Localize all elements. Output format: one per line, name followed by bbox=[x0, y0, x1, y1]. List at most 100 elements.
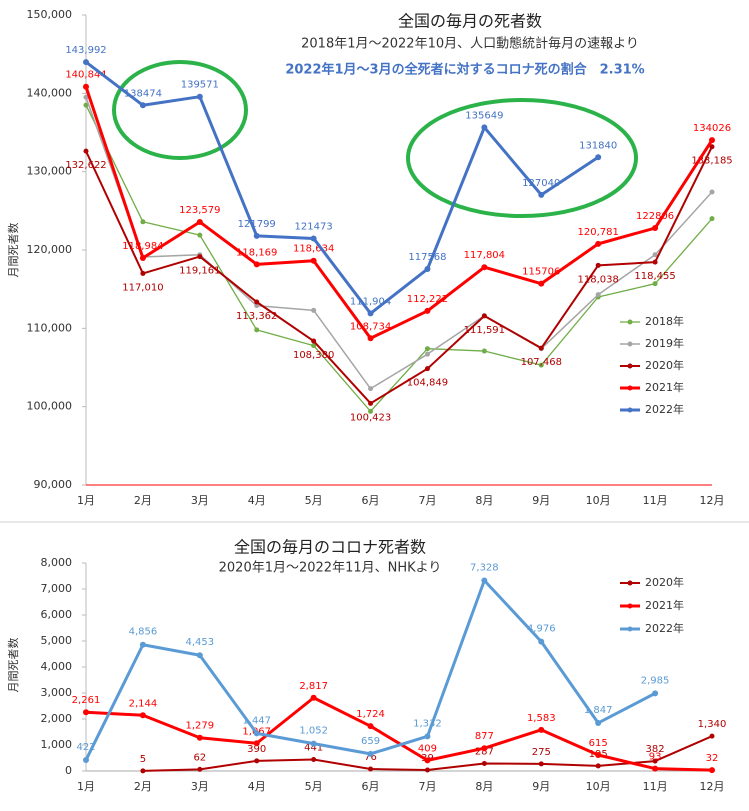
data-label: 32 bbox=[706, 753, 719, 764]
x-tick-label: 1月 bbox=[77, 494, 95, 507]
y-tick-label: 3,000 bbox=[41, 686, 73, 699]
data-point bbox=[424, 307, 431, 314]
x-tick-label: 9月 bbox=[532, 780, 550, 793]
data-point bbox=[538, 191, 545, 198]
data-point bbox=[481, 761, 487, 767]
legend-label: 2018年 bbox=[645, 314, 684, 328]
data-point bbox=[254, 303, 260, 309]
data-point bbox=[595, 763, 601, 769]
data-point bbox=[538, 638, 545, 645]
data-point bbox=[197, 766, 203, 772]
x-tick-label: 4月 bbox=[248, 494, 266, 507]
data-point bbox=[652, 765, 659, 772]
legend-marker bbox=[627, 341, 633, 347]
data-point bbox=[652, 690, 659, 697]
data-point bbox=[595, 292, 601, 298]
y-tick-label: 140,000 bbox=[27, 86, 73, 99]
data-label: 118,984 bbox=[122, 241, 163, 252]
data-point bbox=[253, 261, 260, 268]
data-point bbox=[311, 343, 317, 349]
x-tick-label: 9月 bbox=[532, 494, 550, 507]
data-point bbox=[538, 761, 544, 767]
data-point bbox=[709, 733, 715, 739]
chart-title: 全国の毎月の死者数 bbox=[398, 12, 542, 31]
x-tick-label: 5月 bbox=[305, 494, 323, 507]
data-label: 4,856 bbox=[129, 627, 158, 638]
data-label: 4,453 bbox=[185, 637, 214, 648]
data-point bbox=[424, 366, 430, 372]
chart-subtitle: 2018年1月～2022年10月、人口動態統計毎月の速報より bbox=[301, 36, 639, 52]
data-label: 659 bbox=[361, 736, 380, 747]
y-tick-label: 7,000 bbox=[41, 582, 73, 595]
data-point bbox=[652, 225, 659, 232]
data-point bbox=[254, 327, 260, 333]
data-label: 1,279 bbox=[185, 721, 214, 732]
highlight-ellipse bbox=[406, 98, 638, 218]
data-point bbox=[538, 345, 544, 351]
data-label: 131840 bbox=[579, 140, 617, 151]
legend-marker bbox=[627, 319, 633, 325]
data-label: 111,591 bbox=[464, 325, 505, 336]
data-label: 135649 bbox=[465, 110, 503, 121]
y-tick-label: 1,000 bbox=[41, 738, 73, 751]
data-label: 108,734 bbox=[350, 321, 391, 332]
x-tick-label: 7月 bbox=[418, 780, 436, 793]
legend-label: 2022年 bbox=[645, 402, 684, 416]
data-point bbox=[140, 219, 146, 225]
data-point bbox=[367, 750, 374, 757]
data-label: 1,583 bbox=[527, 713, 556, 724]
data-point bbox=[197, 232, 203, 238]
data-point bbox=[310, 740, 317, 747]
x-tick-label: 2月 bbox=[134, 780, 152, 793]
data-label: 118,038 bbox=[578, 274, 619, 285]
data-label: 138474 bbox=[124, 88, 162, 99]
data-point bbox=[595, 154, 602, 161]
data-point bbox=[139, 102, 146, 109]
data-point bbox=[652, 259, 658, 265]
chart-title: 全国の毎月のコロナ死者数 bbox=[234, 538, 426, 557]
y-tick-label: 100,000 bbox=[27, 400, 73, 413]
data-label: 123,579 bbox=[179, 205, 220, 216]
data-label: 2,144 bbox=[129, 698, 158, 709]
data-point bbox=[311, 338, 317, 344]
x-tick-label: 4月 bbox=[248, 780, 266, 793]
data-point bbox=[83, 148, 89, 154]
data-point bbox=[83, 59, 89, 66]
x-tick-label: 8月 bbox=[475, 780, 493, 793]
legend-label: 2022年 bbox=[645, 621, 684, 635]
legend-label: 2021年 bbox=[645, 598, 684, 612]
data-point bbox=[311, 307, 317, 313]
y-tick-label: 130,000 bbox=[27, 165, 73, 178]
data-label: 117568 bbox=[408, 252, 446, 263]
data-label: 118,634 bbox=[293, 244, 334, 255]
data-point bbox=[196, 93, 203, 100]
data-point bbox=[253, 730, 260, 737]
data-label: 118,169 bbox=[236, 247, 277, 258]
data-label: 115706 bbox=[522, 267, 560, 278]
data-point bbox=[254, 758, 260, 764]
data-point bbox=[310, 257, 317, 264]
data-label: 2,985 bbox=[641, 675, 670, 686]
data-label: 100,423 bbox=[350, 412, 391, 423]
data-point bbox=[83, 83, 89, 90]
data-point bbox=[140, 270, 146, 276]
x-tick-label: 10月 bbox=[586, 494, 611, 507]
x-tick-label: 3月 bbox=[191, 780, 209, 793]
data-point bbox=[253, 232, 260, 239]
x-tick-label: 2月 bbox=[134, 494, 152, 507]
series-line bbox=[84, 86, 714, 340]
data-label: 111,904 bbox=[350, 296, 391, 307]
legend-marker bbox=[627, 363, 633, 369]
data-label: 93 bbox=[649, 752, 662, 763]
data-label: 108,380 bbox=[293, 350, 334, 361]
data-label: 119,161 bbox=[179, 266, 220, 277]
data-point bbox=[481, 124, 488, 131]
data-point bbox=[367, 310, 374, 317]
data-point bbox=[254, 299, 260, 305]
data-label: 127040 bbox=[522, 178, 560, 189]
y-tick-label: 4,000 bbox=[41, 660, 73, 673]
data-label: 1,332 bbox=[413, 718, 442, 729]
x-tick-label: 3月 bbox=[191, 494, 209, 507]
series-line bbox=[85, 60, 600, 315]
data-label: 122806 bbox=[636, 211, 674, 222]
